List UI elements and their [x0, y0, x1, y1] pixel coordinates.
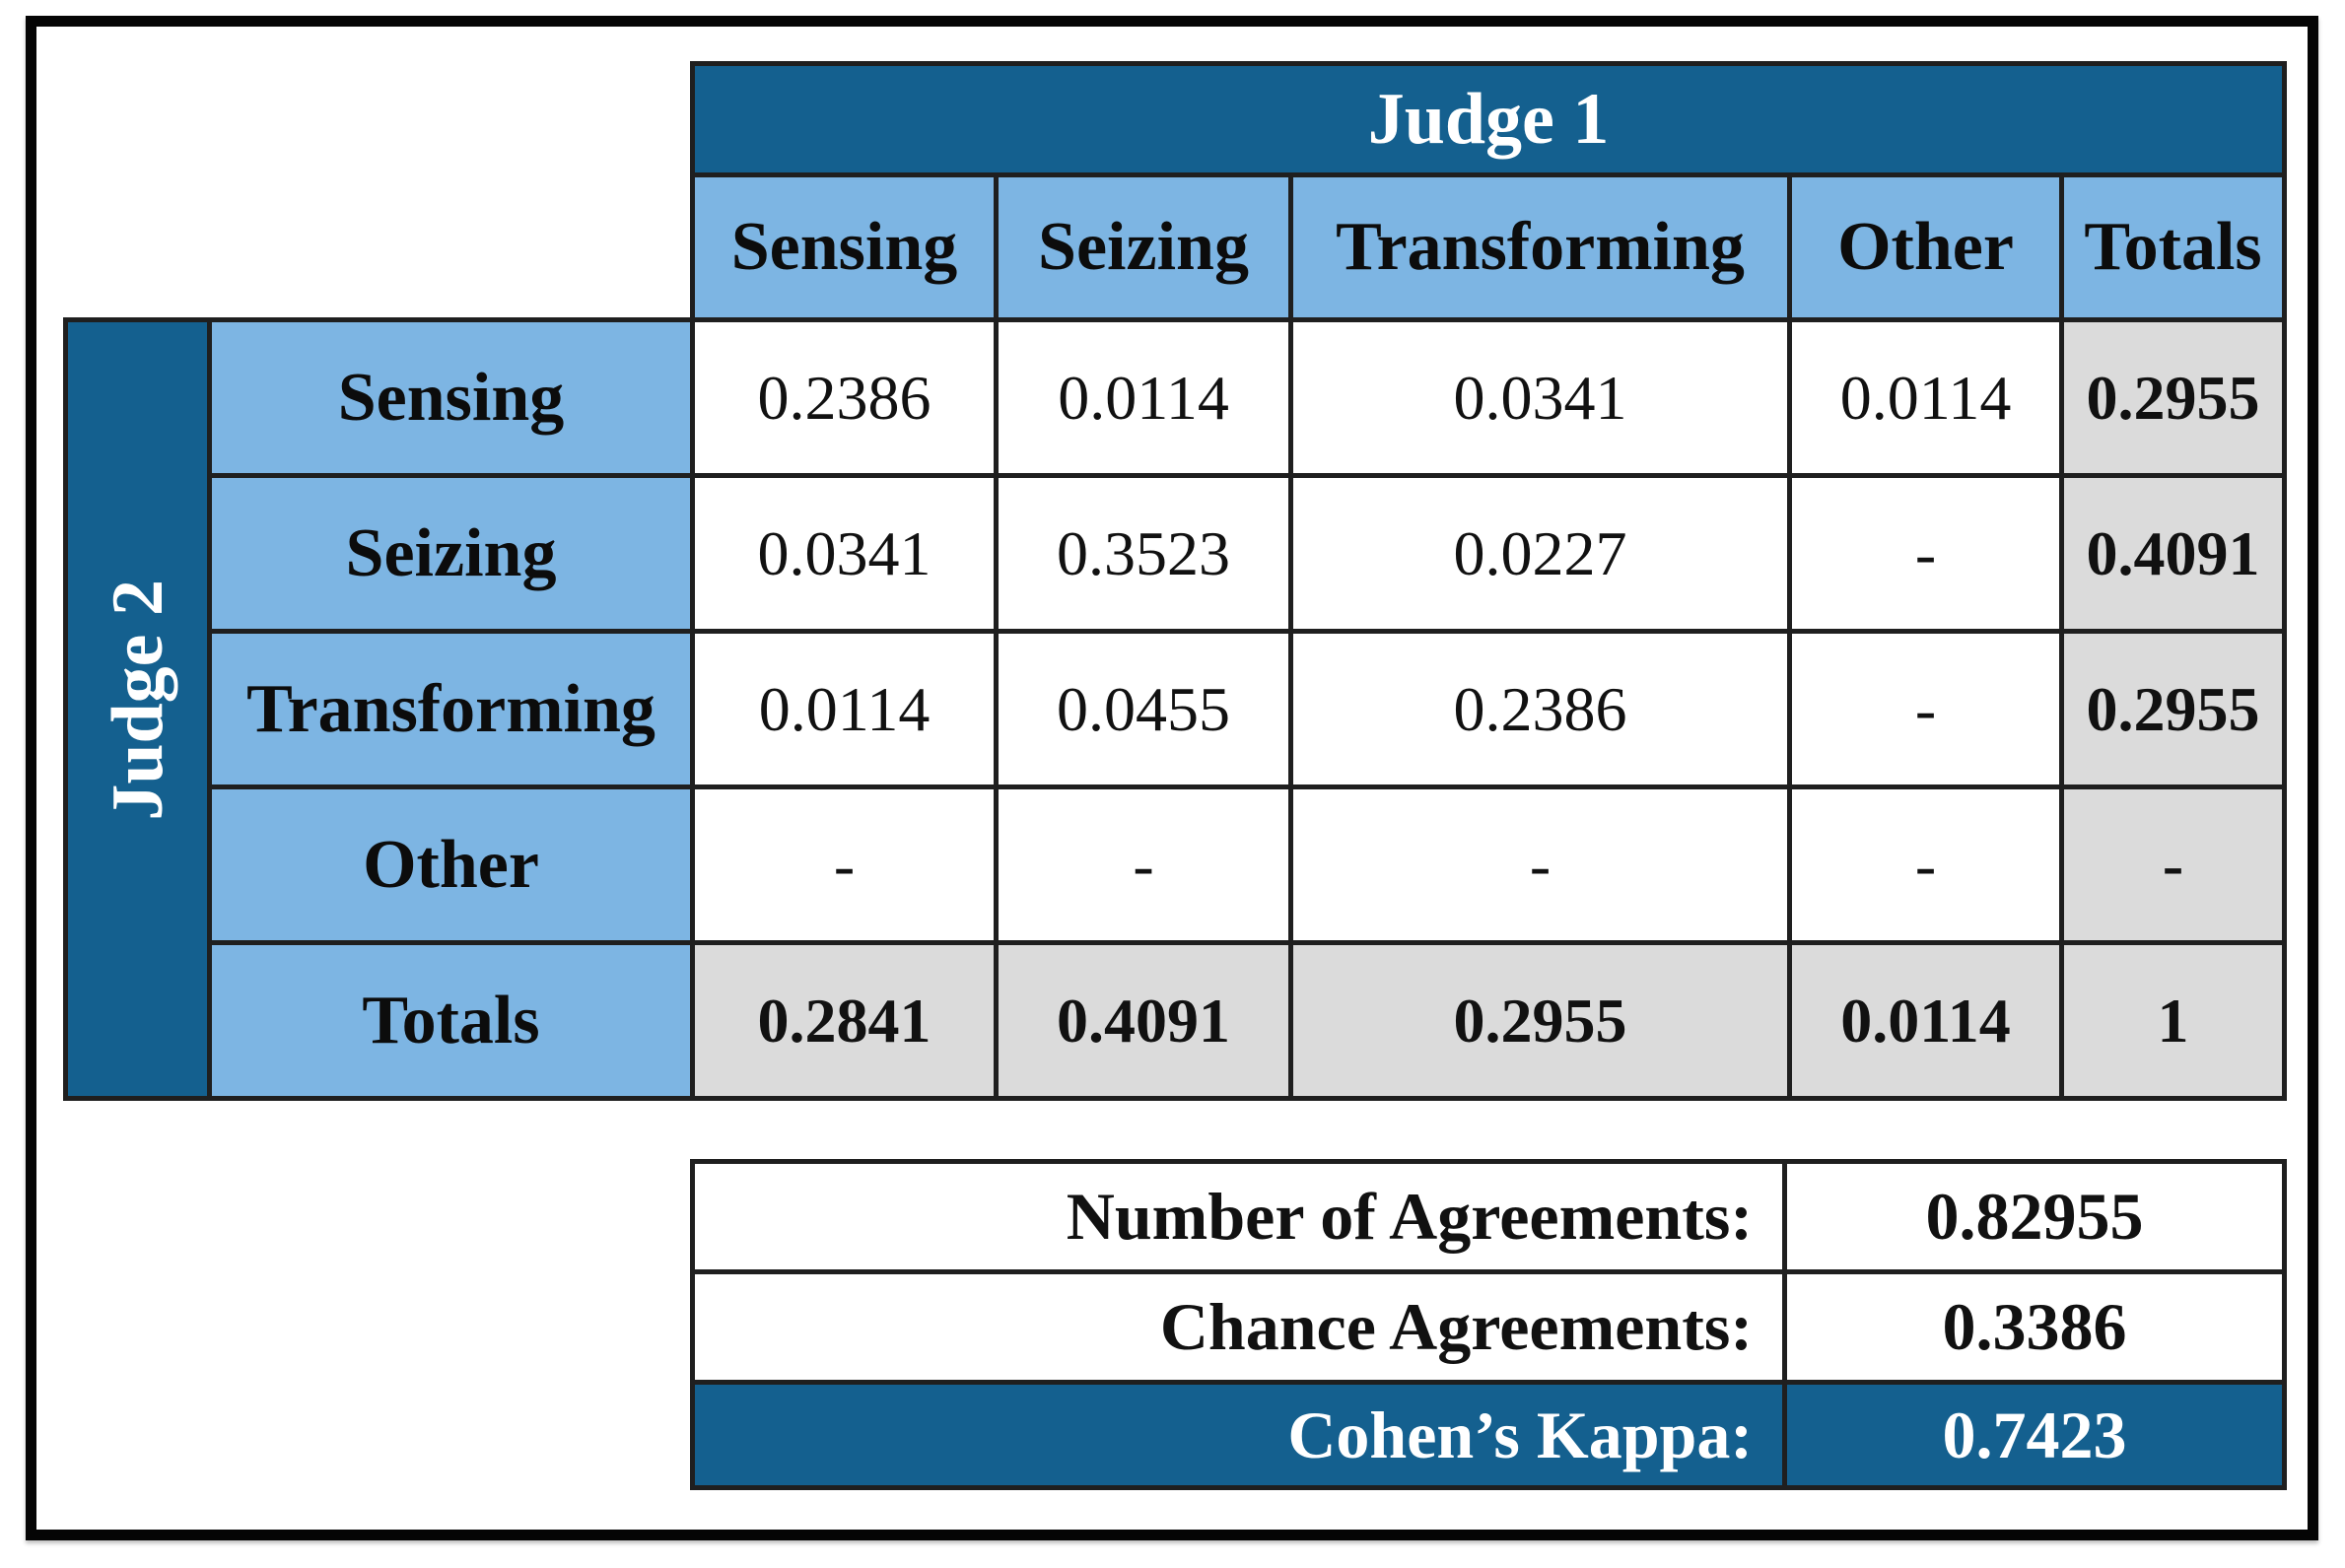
matrix-cell: - — [1787, 473, 2064, 634]
matrix-cell-grand-total: 1 — [2058, 940, 2288, 1101]
number-of-agreements-value: 0.82955 — [1782, 1159, 2287, 1274]
row-header-other: Other — [207, 784, 695, 945]
matrix-cell: 0.2386 — [690, 317, 999, 478]
chance-agreements-value: 0.3386 — [1782, 1269, 2287, 1385]
matrix-cell: 0.0114 — [690, 629, 999, 789]
matrix-cell: 0.0455 — [994, 629, 1293, 789]
row-seizing: Seizing 0.0341 0.3523 0.0227 - 0.4091 — [66, 473, 2288, 634]
chance-agreements-label: Chance Agreements: — [690, 1269, 1787, 1385]
number-of-agreements-label: Number of Agreements: — [690, 1159, 1787, 1274]
row-header-sensing: Sensing — [207, 317, 695, 478]
cohens-kappa-value: 0.7423 — [1782, 1380, 2287, 1490]
judge2-vertical-label: Judge 2 — [97, 579, 178, 821]
matrix-cell: - — [1787, 784, 2064, 945]
matrix-cell: 0.3523 — [994, 473, 1293, 634]
col-header-seizing: Seizing — [994, 172, 1293, 322]
summary-row-kappa: Cohen’s Kappa: 0.7423 — [690, 1380, 2287, 1490]
row-transforming: Transforming 0.0114 0.0455 0.2386 - 0.29… — [66, 629, 2288, 789]
col-header-sensing: Sensing — [690, 172, 999, 322]
matrix-cell: - — [994, 784, 1293, 945]
matrix-cell: 0.0227 — [1288, 473, 1792, 634]
matrix-cell-row-total: - — [2058, 784, 2288, 945]
row-header-seizing: Seizing — [207, 473, 695, 634]
judge1-group-header: Judge 1 — [689, 61, 2288, 177]
row-other: Other - - - - - — [66, 784, 2288, 945]
col-header-transforming: Transforming — [1288, 172, 1792, 322]
matrix-cell: - — [1288, 784, 1792, 945]
matrix-cell: - — [690, 784, 999, 945]
matrix-cell: - — [1787, 629, 2064, 789]
matrix-cell: 0.2386 — [1288, 629, 1792, 789]
matrix-cell-row-total: 0.4091 — [2058, 473, 2288, 634]
kappa-summary-table: Number of Agreements: 0.82955 Chance Agr… — [690, 1159, 2287, 1490]
judge2-group-header: Judge 2 — [63, 317, 212, 1101]
matrix-cell: 0.0114 — [994, 317, 1293, 478]
blank-corner — [65, 63, 693, 320]
column-header-row: Sensing Seizing Transforming Other Total… — [66, 172, 2288, 322]
row-sensing: Judge 2 Sensing 0.2386 0.0114 0.0341 0.0… — [63, 317, 2288, 1101]
matrix-cell-col-total: 0.2841 — [690, 940, 999, 1101]
matrix-cell-row-total: 0.2955 — [2058, 317, 2288, 478]
agreement-matrix-table: Judge 1 Sensing Seizing Transforming Oth… — [63, 61, 2288, 1101]
cohens-kappa-label: Cohen’s Kappa: — [690, 1380, 1787, 1490]
col-header-other: Other — [1787, 172, 2064, 322]
row-header-transforming: Transforming — [207, 629, 695, 789]
matrix-cell-col-total: 0.2955 — [1288, 940, 1792, 1101]
col-header-totals: Totals — [2058, 172, 2288, 322]
row-totals: Totals 0.2841 0.4091 0.2955 0.0114 1 — [66, 940, 2288, 1101]
judge1-header-row: Judge 1 — [65, 61, 2288, 320]
matrix-cell: 0.0341 — [690, 473, 999, 634]
matrix-cell-col-total: 0.4091 — [994, 940, 1293, 1101]
row-header-totals: Totals — [207, 940, 695, 1101]
matrix-cell: 0.0341 — [1288, 317, 1792, 478]
matrix-cell-col-total: 0.0114 — [1787, 940, 2064, 1101]
summary-row-chance: Chance Agreements: 0.3386 — [690, 1269, 2287, 1385]
matrix-cell: 0.0114 — [1787, 317, 2064, 478]
summary-row-agreements: Number of Agreements: 0.82955 — [690, 1159, 2287, 1274]
matrix-cell-row-total: 0.2955 — [2058, 629, 2288, 789]
